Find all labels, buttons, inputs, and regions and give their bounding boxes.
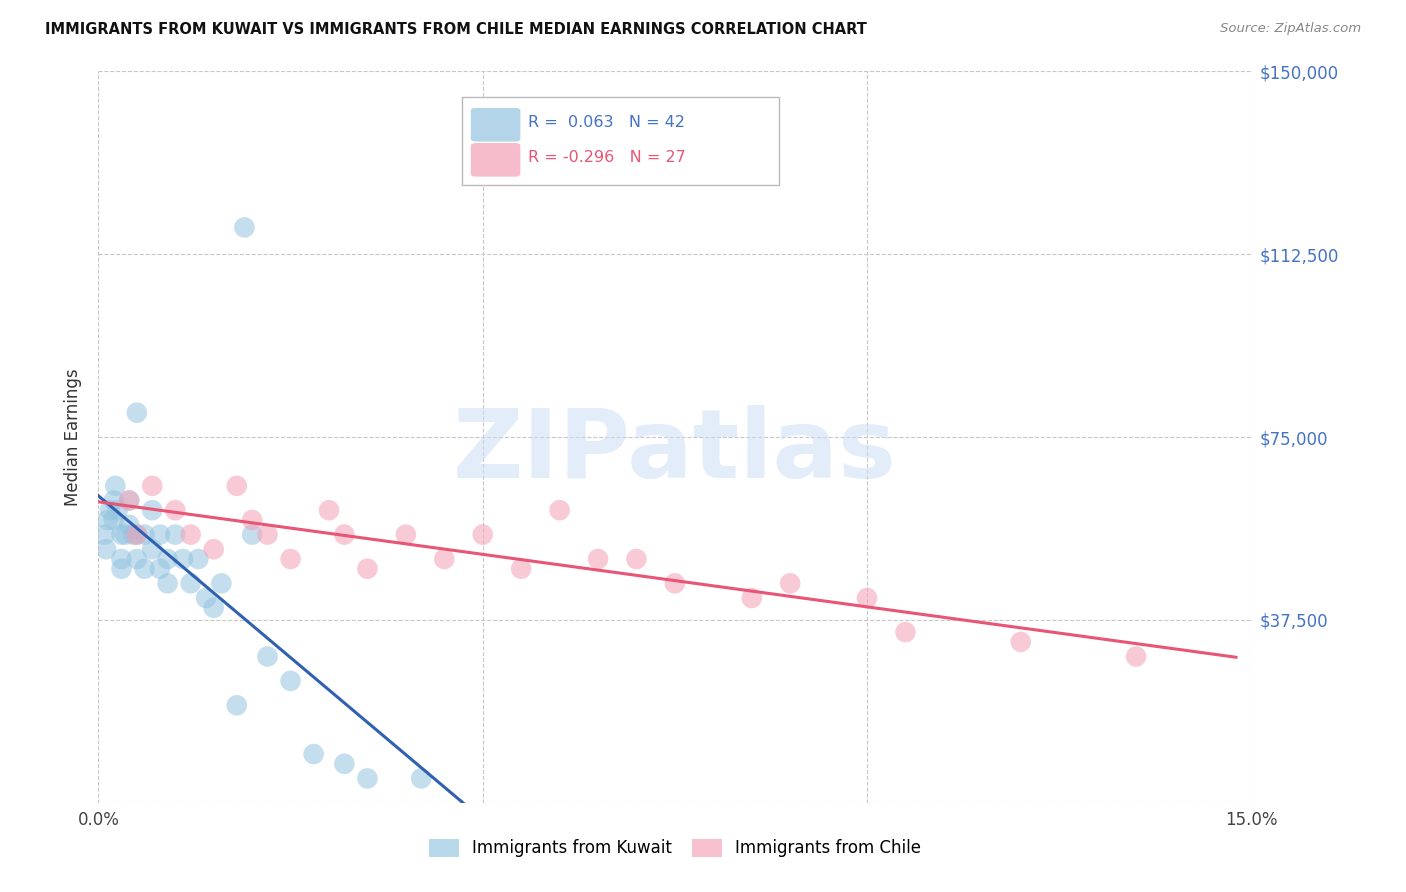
Point (225, 479, 247, 493)
Point (741, 591, 763, 605)
Point (125, 406, 148, 420)
Point (240, 527, 263, 541)
Point (134, 562, 156, 576)
Point (548, 503, 571, 517)
Point (118, 493, 141, 508)
Point (94, 542, 117, 557)
Point (779, 576, 801, 591)
Point (856, 591, 879, 605)
Point (156, 552, 179, 566)
Point (209, 576, 232, 591)
Point (471, 527, 494, 541)
Point (93, 527, 115, 541)
Point (122, 527, 145, 541)
Point (280, 673, 302, 688)
Point (97, 513, 120, 527)
Point (141, 542, 163, 557)
Point (225, 698, 247, 713)
Point (141, 479, 163, 493)
Point (280, 552, 302, 566)
Point (125, 527, 148, 541)
Point (256, 649, 278, 664)
Point (110, 552, 132, 566)
Point (664, 576, 686, 591)
Text: R = -0.296   N = 27: R = -0.296 N = 27 (529, 150, 686, 165)
Point (894, 625, 917, 640)
Point (333, 756, 356, 771)
FancyBboxPatch shape (471, 143, 520, 177)
Text: ZIPatlas: ZIPatlas (453, 405, 897, 499)
Point (202, 600, 225, 615)
Point (114, 527, 136, 541)
Point (1010, 635, 1032, 649)
Point (165, 527, 187, 541)
Point (318, 503, 340, 517)
Point (156, 576, 179, 591)
Point (240, 513, 263, 527)
Point (180, 576, 202, 591)
Point (103, 513, 125, 527)
Point (141, 503, 163, 517)
Point (302, 747, 325, 761)
Point (626, 552, 648, 566)
Point (510, 562, 533, 576)
Point (180, 527, 202, 541)
FancyBboxPatch shape (461, 97, 779, 185)
Point (149, 562, 172, 576)
Point (1125, 649, 1147, 664)
Y-axis label: Median Earnings: Median Earnings (63, 368, 82, 506)
Point (195, 591, 218, 605)
Point (356, 772, 378, 786)
Point (98, 503, 121, 517)
Point (202, 542, 225, 557)
Point (586, 552, 609, 566)
Point (333, 527, 356, 541)
Point (256, 527, 278, 541)
Point (356, 562, 378, 576)
Point (103, 493, 125, 508)
Point (134, 527, 156, 541)
Point (125, 552, 148, 566)
FancyBboxPatch shape (471, 108, 520, 142)
Point (118, 517, 141, 532)
Legend: Immigrants from Kuwait, Immigrants from Chile: Immigrants from Kuwait, Immigrants from … (422, 832, 928, 864)
Text: IMMIGRANTS FROM KUWAIT VS IMMIGRANTS FROM CHILE MEDIAN EARNINGS CORRELATION CHAR: IMMIGRANTS FROM KUWAIT VS IMMIGRANTS FRO… (45, 22, 868, 37)
Point (165, 503, 187, 517)
Point (433, 552, 456, 566)
Point (110, 527, 132, 541)
Point (172, 552, 194, 566)
Text: Source: ZipAtlas.com: Source: ZipAtlas.com (1220, 22, 1361, 36)
Point (110, 562, 132, 576)
Point (107, 503, 129, 517)
Point (118, 493, 141, 508)
Point (187, 552, 209, 566)
Point (395, 527, 418, 541)
Point (411, 772, 433, 786)
Point (104, 479, 127, 493)
Text: R =  0.063   N = 42: R = 0.063 N = 42 (529, 115, 686, 130)
Point (233, 220, 256, 235)
Point (149, 527, 172, 541)
Point (125, 527, 148, 541)
